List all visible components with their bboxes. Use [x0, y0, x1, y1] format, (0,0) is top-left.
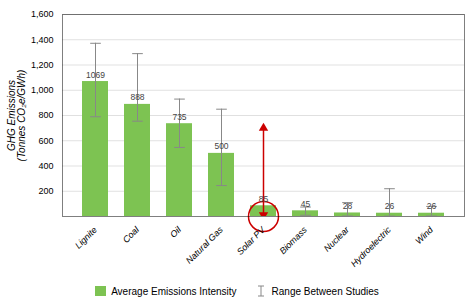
svg-text:1,000: 1,000: [31, 85, 54, 95]
svg-text:Biomass: Biomass: [277, 224, 309, 256]
svg-text:26: 26: [385, 201, 395, 211]
svg-text:Coal: Coal: [121, 224, 142, 245]
svg-text:500: 500: [214, 141, 228, 151]
html-text:Average Emissions Intensity: Average Emissions Intensity: [111, 285, 237, 297]
svg-text:Lignite: Lignite: [73, 225, 99, 251]
html-text:Range Between Studies: Range Between Studies: [271, 285, 379, 297]
svg-text:400: 400: [38, 161, 53, 171]
svg-text:1,400: 1,400: [31, 35, 54, 45]
svg-text:Hydroelectric: Hydroelectric: [349, 224, 394, 269]
svg-text:Nuclear: Nuclear: [322, 224, 352, 254]
svg-text:1,600: 1,600: [31, 9, 54, 19]
svg-text:26: 26: [427, 201, 437, 211]
svg-text:200: 200: [38, 186, 53, 196]
svg-text:888: 888: [130, 92, 144, 102]
svg-text:800: 800: [38, 110, 53, 120]
svg-text:Solar PV: Solar PV: [235, 224, 268, 257]
svg-text:GHG Emissions(Tonnes CO₂e/GWh): GHG Emissions(Tonnes CO₂e/GWh): [6, 70, 27, 162]
svg-text:Natural Gas: Natural Gas: [184, 224, 225, 265]
svg-text:Wind: Wind: [413, 224, 435, 246]
svg-text:28: 28: [343, 201, 353, 211]
svg-text:1069: 1069: [86, 70, 105, 80]
svg-text:Oil: Oil: [168, 224, 184, 240]
svg-text:85: 85: [259, 194, 269, 204]
svg-text:600: 600: [38, 136, 53, 146]
svg-text:735: 735: [172, 112, 186, 122]
svg-text:45: 45: [301, 199, 311, 209]
svg-text:1,200: 1,200: [31, 60, 54, 70]
